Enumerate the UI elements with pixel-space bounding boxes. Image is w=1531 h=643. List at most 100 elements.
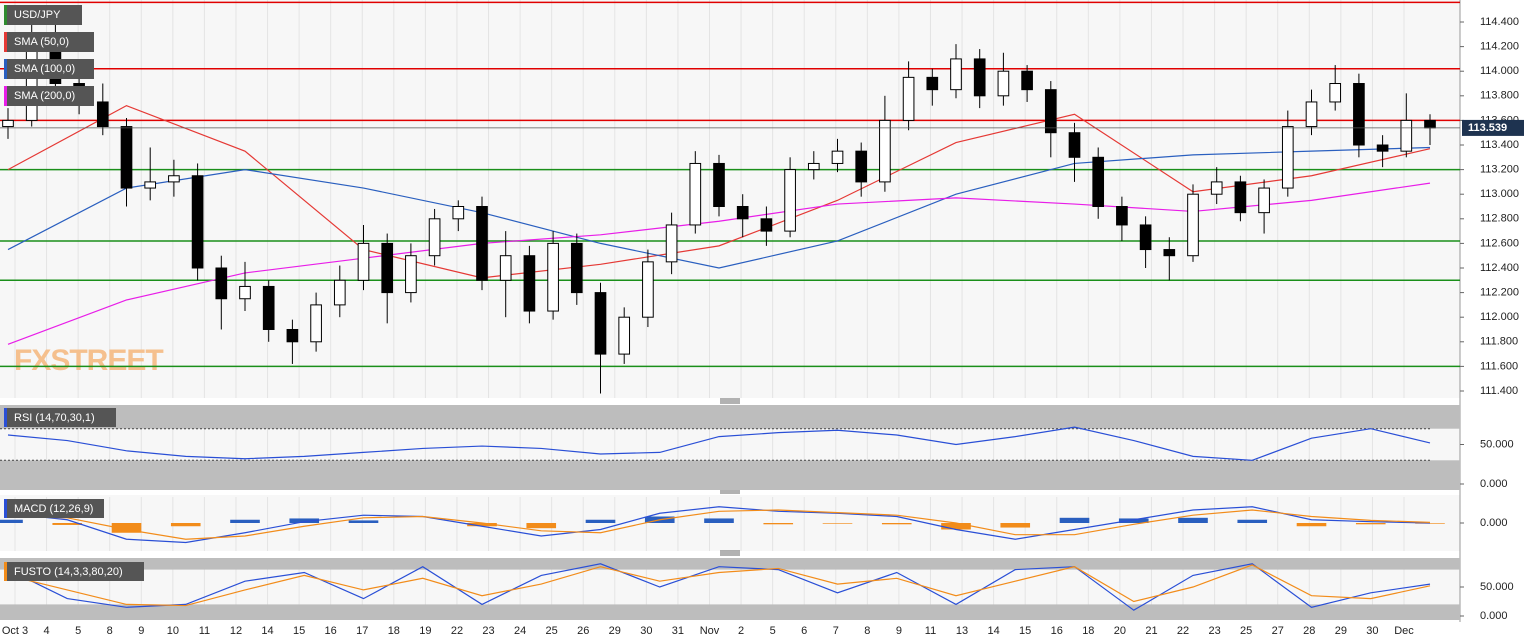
legend-box — [4, 562, 144, 581]
candle-body — [120, 126, 133, 189]
x-tick-label: 13 — [956, 625, 968, 637]
candle-body — [428, 218, 441, 257]
y-tick-label: 0.000 — [1480, 517, 1508, 529]
x-tick-label: 15 — [293, 625, 305, 637]
legend-label: RSI (14,70,30,1) — [14, 412, 95, 424]
x-tick-label: 14 — [261, 625, 273, 637]
candle-body — [1163, 249, 1176, 257]
y-tick-label: 111.600 — [1480, 360, 1518, 372]
candle-body — [1329, 83, 1342, 103]
x-tick-label: 7 — [833, 625, 839, 637]
x-tick-label: 31 — [672, 625, 684, 637]
candle-body — [405, 255, 417, 294]
y-tick-label: 111.800 — [1480, 336, 1518, 348]
candle-body — [1092, 156, 1105, 208]
legend-swatch — [4, 408, 7, 427]
legend-label: SMA (50,0) — [14, 36, 69, 48]
y-tick-label: 111.400 — [1480, 385, 1518, 397]
histogram-bar — [1415, 523, 1445, 524]
histogram-bar — [585, 519, 616, 523]
candle-body — [926, 76, 939, 91]
candle-body — [736, 206, 749, 220]
candle-body — [879, 119, 891, 183]
candle-body — [381, 242, 394, 294]
y-tick-label: 50.000 — [1480, 438, 1514, 450]
candle-body — [807, 162, 820, 171]
candle-body — [523, 255, 536, 312]
candle-body — [1353, 83, 1365, 146]
histogram-bar — [1000, 523, 1031, 528]
x-tick-label: 22 — [1177, 625, 1189, 637]
candle-body — [594, 292, 607, 355]
x-tick-label: 8 — [107, 625, 113, 637]
x-tick-label: 25 — [1240, 625, 1252, 637]
histogram-bar — [1296, 523, 1327, 527]
y-tick-label: 114.000 — [1480, 65, 1519, 77]
x-tick-label: 29 — [609, 625, 621, 637]
x-tick-label: 5 — [75, 625, 81, 637]
candle-body — [1068, 132, 1081, 158]
candle-body — [665, 224, 678, 263]
candle-body — [452, 206, 465, 220]
candle-body — [239, 285, 251, 300]
y-tick-label: 114.400 — [1480, 16, 1519, 28]
candle-body — [333, 279, 346, 306]
candle-body — [476, 206, 488, 281]
legend-label: SMA (100,0) — [14, 63, 75, 75]
x-tick-label: 19 — [419, 625, 431, 637]
x-tick-label: 25 — [546, 625, 558, 637]
histogram-bar — [52, 523, 83, 525]
legend-label: FUSTO (14,3,3,80,20) — [14, 566, 123, 578]
y-tick-label: 112.200 — [1480, 287, 1519, 299]
x-tick-label: 8 — [864, 625, 870, 637]
x-tick-label: 26 — [577, 625, 589, 637]
x-tick-label: 22 — [451, 625, 463, 637]
candle-body — [1210, 181, 1223, 195]
candle-body — [713, 162, 725, 208]
y-tick-label: 113.400 — [1480, 139, 1519, 151]
last-price-label: 113.539 — [1468, 122, 1507, 134]
y-tick-label: 113.000 — [1480, 188, 1519, 200]
band — [0, 604, 1460, 620]
histogram-bar — [467, 523, 497, 527]
candle-body — [1305, 101, 1318, 128]
histogram-bar — [0, 519, 23, 523]
x-tick-label: 14 — [987, 625, 999, 637]
x-tick-label: 12 — [230, 625, 242, 637]
x-tick-label: 9 — [138, 625, 144, 637]
macd-line — [7, 506, 1431, 544]
candle-body — [357, 242, 370, 281]
candle-body — [831, 150, 844, 164]
candle-body — [642, 261, 654, 318]
histogram-bar — [1355, 523, 1386, 525]
candle-body — [144, 181, 157, 189]
y-tick-label: 0.000 — [1480, 610, 1508, 622]
candle-body — [215, 267, 228, 300]
candle-body — [950, 58, 962, 91]
y-tick-label: 112.000 — [1480, 311, 1519, 323]
band — [0, 558, 1460, 570]
candle-body — [1021, 70, 1033, 91]
x-tick-label: 16 — [1051, 625, 1063, 637]
candle-body — [760, 218, 773, 232]
legend-label: USD/JPY — [14, 9, 61, 21]
x-tick-label: 21 — [1145, 625, 1157, 637]
x-tick-label: 23 — [482, 625, 494, 637]
x-tick-label: 15 — [1019, 625, 1031, 637]
histogram-bar — [881, 523, 912, 525]
candle-body — [1376, 144, 1389, 152]
legend-label: SMA (200,0) — [14, 90, 75, 102]
candle-body — [1044, 89, 1057, 134]
x-tick-label: 23 — [1208, 625, 1220, 637]
macd-line — [7, 509, 1431, 540]
candle-body — [618, 316, 631, 355]
candle-body — [1234, 181, 1247, 214]
candle-body — [855, 150, 868, 183]
legend-box — [4, 86, 94, 106]
histogram-bar — [941, 523, 971, 530]
histogram-bar — [822, 523, 853, 524]
x-tick-label: 11 — [199, 625, 210, 637]
y-tick-label: 114.200 — [1480, 41, 1519, 53]
x-tick-label: 2 — [738, 625, 744, 637]
